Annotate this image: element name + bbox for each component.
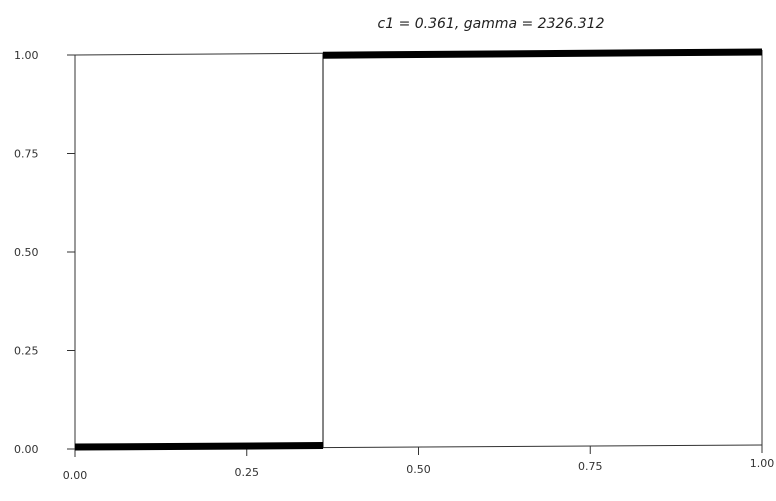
y-tick-label: 1.00: [14, 49, 39, 62]
y-tick-label: 0.50: [14, 246, 39, 259]
y-tick-label: 0.25: [14, 345, 39, 358]
highlight-segment: [322, 48, 763, 59]
series-line: [74, 49, 763, 450]
top-frame-line: [74, 52, 324, 56]
x-axis-ticks: 0.00 0.25 0.50 0.75 1.00: [63, 445, 775, 482]
axes: [74, 55, 763, 450]
series-group: [74, 49, 763, 450]
x-tick-label: 0.00: [63, 469, 88, 482]
highlight-segment: [74, 442, 324, 451]
y-axis-ticks: 0.00 0.25 0.50 0.75 1.00: [14, 49, 75, 456]
x-tick-label: 0.25: [235, 466, 260, 479]
y-tick-label: 0.00: [14, 443, 39, 456]
x-tick-label: 0.75: [578, 460, 603, 473]
x-tick-label: 1.00: [750, 457, 775, 470]
highlight-group: [74, 48, 763, 451]
chart-title: c1 = 0.361, gamma = 2326.312: [378, 16, 605, 32]
y-tick-label: 0.75: [14, 148, 39, 161]
x-tick-label: 0.50: [406, 463, 431, 476]
